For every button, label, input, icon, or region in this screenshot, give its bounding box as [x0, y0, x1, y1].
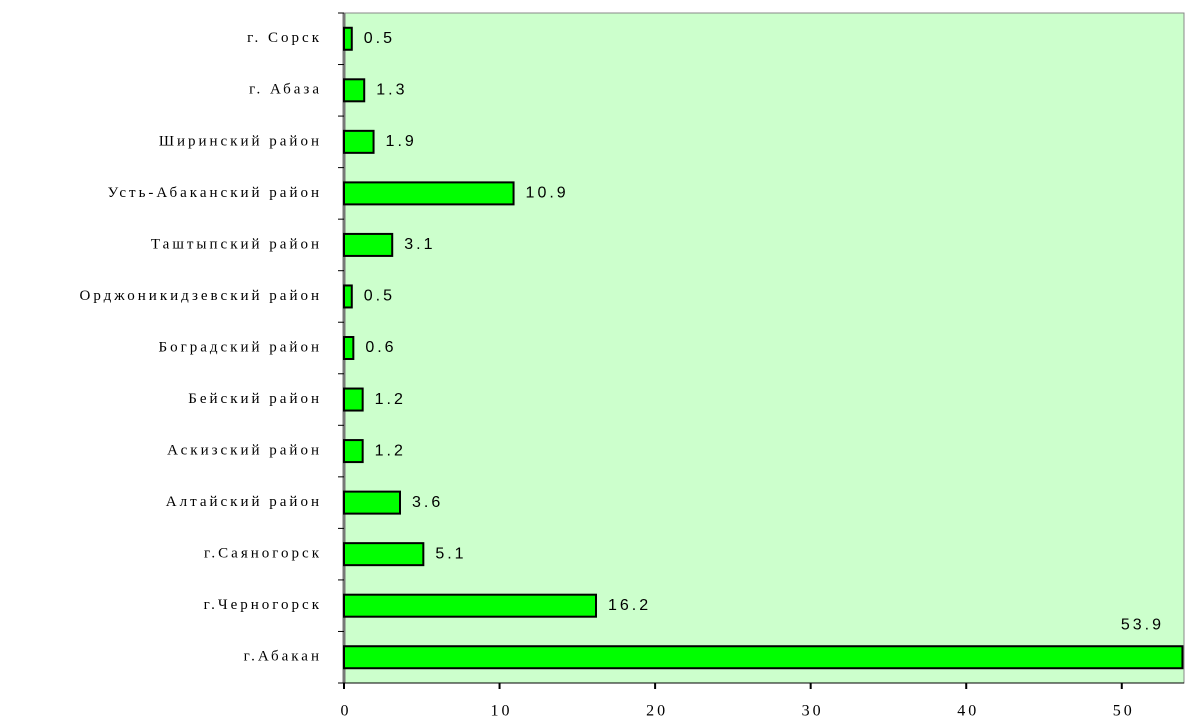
value-label: 1.9	[386, 133, 417, 150]
bar	[343, 284, 353, 309]
bar	[343, 490, 401, 515]
x-tick-label: 40	[957, 703, 979, 720]
value-label: 53.9	[1121, 616, 1164, 633]
x-tick-label: 30	[802, 703, 824, 720]
value-label: 10.9	[526, 185, 569, 202]
value-label: 1.3	[376, 82, 407, 99]
bar	[343, 645, 1184, 670]
x-tick-label: 50	[1113, 703, 1135, 720]
value-label: 5.1	[435, 545, 466, 562]
y-tick-label: г. Абаза	[249, 82, 322, 98]
y-tick-label: Орджоникидзевский район	[80, 288, 322, 304]
y-tick-label: Боградский район	[158, 339, 322, 355]
value-label: 16.2	[608, 597, 651, 614]
value-label: 1.2	[375, 391, 406, 408]
bar	[343, 26, 353, 51]
bar	[343, 336, 355, 360]
y-tick-label: г. Сорск	[247, 30, 322, 46]
value-label: 0.5	[364, 288, 395, 305]
y-tick-label: Аскизский район	[167, 443, 322, 459]
y-tick-label: г.Черногорск	[204, 597, 322, 613]
y-tick-label: г.Саяногорск	[204, 546, 322, 562]
y-tick-label: Алтайский район	[166, 494, 322, 510]
plot-area	[343, 12, 1185, 684]
bar	[343, 439, 364, 464]
bar	[343, 129, 375, 154]
y-tick-label: г.Абакан	[244, 649, 322, 665]
value-label: 1.2	[375, 442, 406, 459]
x-tick-label: 20	[646, 703, 668, 720]
bar	[343, 78, 366, 103]
bar	[343, 232, 394, 257]
value-label: 0.5	[364, 30, 395, 47]
y-tick-label: Бейский район	[188, 391, 322, 407]
value-label: 0.6	[365, 339, 396, 356]
x-tick-label: 10	[491, 703, 513, 720]
bar	[343, 387, 364, 412]
bar	[343, 542, 425, 567]
bar	[343, 593, 597, 618]
y-tick-label: Таштыпский район	[151, 236, 322, 252]
bar	[343, 181, 515, 206]
x-tick-label: 0	[341, 703, 352, 720]
value-label: 3.1	[404, 236, 435, 253]
value-label: 3.6	[412, 494, 443, 511]
y-tick-label: Ширинский район	[159, 133, 322, 149]
y-tick-label: Усть-Абаканский район	[108, 185, 322, 201]
